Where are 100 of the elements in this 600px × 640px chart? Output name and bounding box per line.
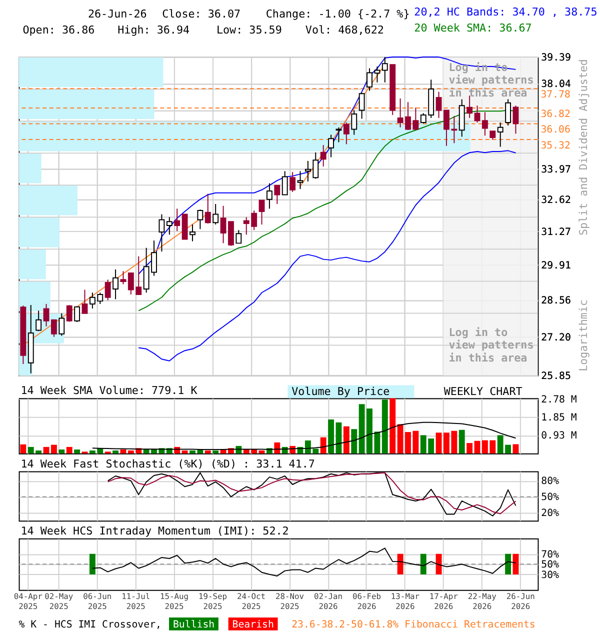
bar [51, 444, 57, 454]
candlestick [43, 303, 50, 327]
ref-line-label: 36.82 [540, 108, 570, 120]
candlestick [204, 193, 211, 224]
bar [336, 422, 342, 454]
x-tick-label: 26-Jun 2026 [506, 592, 536, 612]
y-tick-label: 50% [541, 560, 560, 571]
bar [20, 444, 26, 454]
y-tick-label: 20% [541, 508, 560, 520]
text: 23.6-38.2-50-61.8% Fibonacci Retracements [292, 619, 536, 630]
bar [18, 121, 470, 152]
ref-line-label: 36.06 [540, 124, 570, 136]
ref-line-label: 37.78 [540, 89, 570, 100]
bar [436, 432, 442, 454]
text: Logarithmic [577, 299, 590, 372]
text: 20,2 HC Bands: 34.70 , 38.75 [414, 6, 598, 19]
chart-title: 14 Week SMA Volume: 779.1 K [20, 384, 198, 398]
candlestick [112, 268, 118, 300]
candlestick [74, 306, 80, 323]
candlestick [158, 214, 165, 252]
candlestick [104, 279, 111, 301]
candlestick [174, 208, 180, 232]
candlestick [66, 304, 72, 322]
bar [18, 281, 50, 312]
bar [182, 450, 188, 454]
y-axis-title: Split and Dividend Adjusted [577, 59, 590, 236]
bar [18, 249, 46, 280]
bar [466, 443, 473, 454]
candlestick [297, 170, 304, 190]
candlestick [236, 230, 242, 244]
y-tick-label: 33.97 [541, 164, 571, 176]
bar [512, 444, 519, 454]
y-tick-label: 31.27 [541, 226, 571, 238]
text: Bullish [172, 619, 215, 630]
candlestick [36, 310, 42, 332]
candlestick [482, 112, 488, 136]
bar [382, 399, 388, 454]
candlestick [328, 134, 334, 158]
y-tick-label: 32.62 [541, 195, 571, 206]
x-tick-label: 11-Jul 2025 [122, 592, 150, 612]
text: 26-Jun-26 [88, 8, 147, 21]
x-tick-label: 06-Feb 2026 [352, 592, 382, 612]
text: Bearish [232, 619, 274, 630]
y-tick-label: 30% [541, 570, 560, 581]
bar [58, 450, 65, 454]
candlestick [497, 122, 504, 148]
bar [474, 440, 480, 454]
y-tick-label: 1.85 M [541, 412, 577, 424]
bar [458, 430, 465, 454]
x-tick-label: 22-May 2026 [468, 592, 497, 612]
candlestick [258, 200, 265, 226]
line-series [92, 422, 516, 450]
bar [274, 442, 280, 454]
candlestick [474, 105, 480, 124]
candlestick [120, 270, 126, 285]
candlestick [351, 110, 358, 136]
candlestick [512, 105, 519, 134]
annotation: Log in to view patterns in this area [448, 326, 534, 364]
bar [351, 429, 358, 454]
text: Close: 36.07 [162, 8, 241, 21]
bar [18, 185, 78, 216]
candlestick [197, 209, 204, 230]
text: Volume By Price [292, 385, 390, 398]
candlestick [466, 95, 473, 118]
text: % K - HCS IMI Crossover, [18, 619, 162, 630]
candlestick [228, 221, 234, 246]
y-tick-label: 70% [541, 549, 560, 560]
candlestick [343, 122, 350, 145]
candlestick [220, 205, 226, 244]
bar [204, 450, 211, 454]
y-tick-label: 28.56 [541, 295, 571, 306]
line-series [92, 548, 516, 576]
y-tick-label: 2.78 M [541, 394, 577, 406]
candlestick [505, 98, 512, 126]
candlestick [320, 144, 326, 167]
y-tick-label: 25.85 [541, 370, 571, 382]
x-tick-label: 04-Apr 2025 [14, 592, 43, 612]
text: 20 Week SMA: 36.67 [414, 21, 532, 34]
bar [74, 450, 80, 454]
bar [258, 450, 265, 454]
bar [320, 437, 326, 454]
bar [43, 446, 50, 454]
text: High: 36.94 [118, 23, 190, 36]
candlestick [50, 319, 57, 338]
bar [18, 57, 164, 88]
text: Low: 35.59 [216, 23, 282, 36]
bar [18, 217, 60, 248]
candlestick [382, 56, 388, 83]
candlestick [290, 172, 296, 192]
candlestick [436, 91, 442, 118]
x-tick-label: 13-Mar 2026 [390, 592, 420, 612]
x-tick-label: 28-Nov 2025 [275, 592, 304, 612]
text: Open: 36.86 [22, 23, 95, 36]
y-tick-label: 38.04 [541, 78, 571, 90]
candlestick [166, 216, 172, 236]
x-tick-label: 24-Oct 2025 [237, 592, 266, 612]
chart-title: 14 Week HCS Intraday Momentum (IMI): 52.2 [20, 524, 289, 538]
x-tick-label: 15-Aug 2025 [160, 592, 189, 612]
candlestick [82, 289, 88, 314]
x-tick-label: 06-Jun 2025 [83, 592, 112, 612]
